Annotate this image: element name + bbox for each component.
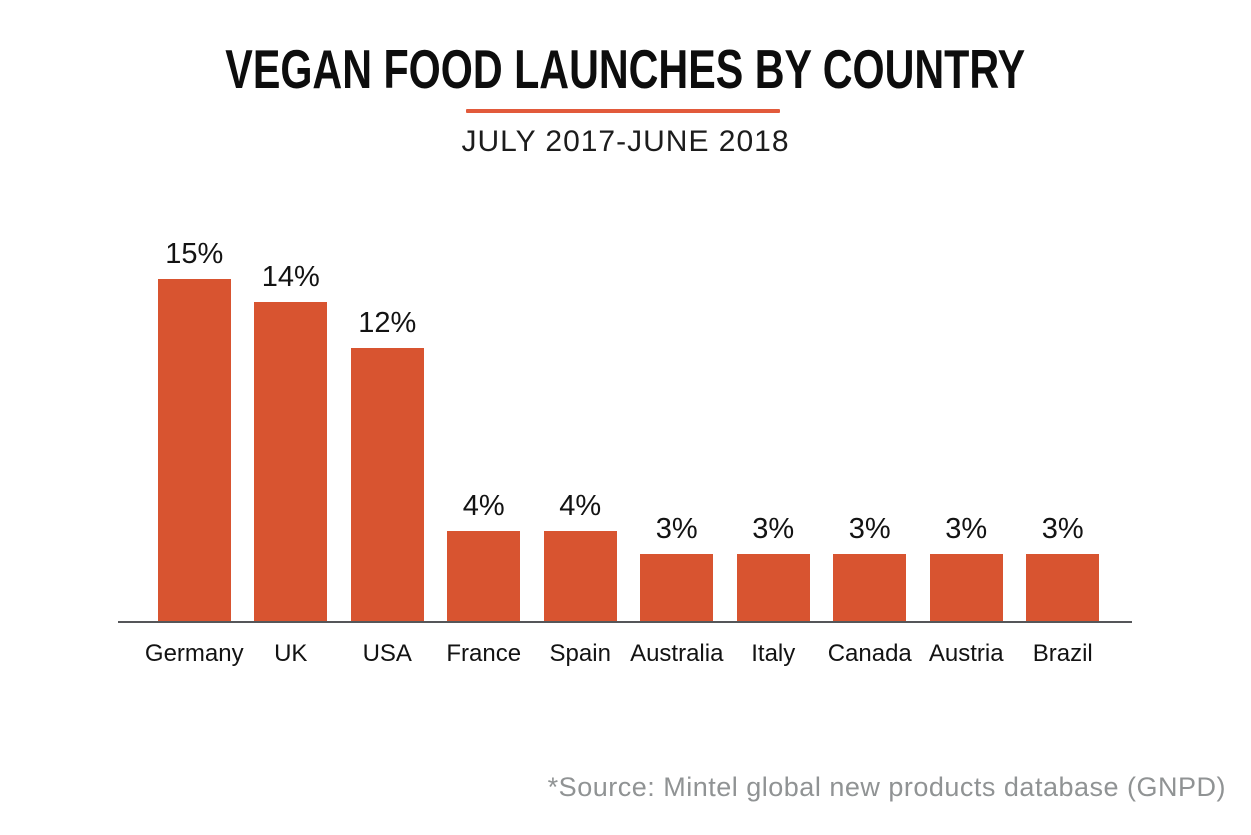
bar-value-label-italy: 3% [752,513,795,545]
bar-value-label-australia: 3% [655,513,698,545]
bar-value-label-germany: 15% [165,238,224,270]
bar-france [447,531,521,623]
bar-canada [833,554,907,623]
bar-italy [736,554,810,623]
x-axis-label-italy: Italy [751,640,796,667]
chart-title: VEGAN FOOD LAUNCHES BY COUNTRY [0,42,1251,97]
x-axis-label-brazil: Brazil [1032,640,1093,667]
x-axis-label-france: France [446,640,522,667]
x-axis-label-cell-australia: Australia [629,640,726,667]
bar-column-uk: 14% [243,263,340,623]
bar-column-australia: 3% [629,515,726,623]
bar-column-spain: 4% [532,492,629,623]
x-axis-label-cell-spain: Spain [532,640,629,667]
bar-column-germany: 15% [146,240,243,623]
bar-austria [929,554,1003,623]
x-axis-label-austria: Austria [928,640,1004,667]
x-axis-label-cell-usa: USA [339,640,436,667]
bar-value-label-canada: 3% [848,513,891,545]
x-axis-label-australia: Australia [630,640,724,667]
bar-brazil [1026,554,1100,623]
title-underline [466,109,780,113]
x-axis-label-spain: Spain [549,640,611,667]
x-axis-label-germany: Germany [144,640,244,667]
bar-value-label-usa: 12% [358,307,417,339]
bar-uk [254,302,328,623]
bar-value-label-uk: 14% [261,261,320,293]
bar-column-france: 4% [436,492,533,623]
x-axis-label-uk: UK [274,640,308,667]
x-axis-label-cell-france: France [436,640,533,667]
bar-spain [543,531,617,623]
bar-column-canada: 3% [822,515,919,623]
x-axis-label-cell-uk: UK [243,640,340,667]
x-axis-line [118,621,1132,623]
bar-column-usa: 12% [339,309,436,623]
bar-column-austria: 3% [918,515,1015,623]
bar-australia [640,554,714,623]
x-axis-label-cell-brazil: Brazil [1015,640,1112,667]
bar-value-label-brazil: 3% [1041,513,1084,545]
bar-germany [157,279,231,623]
bar-value-label-france: 4% [462,490,505,522]
bar-column-italy: 3% [725,515,822,623]
bar-column-brazil: 3% [1015,515,1112,623]
x-axis-label-usa: USA [362,640,412,667]
chart-title-text: VEGAN FOOD LAUNCHES BY COUNTRY [225,38,1026,100]
x-axis-label-cell-italy: Italy [725,640,822,667]
bars-area: 15% 14% 12% 4% 4% 3% 3% 3% 3% 3% [146,240,1111,623]
bar-usa [350,348,424,623]
bar-value-label-spain: 4% [559,490,602,522]
x-axis-label-cell-austria: Austria [918,640,1015,667]
x-axis-labels: Germany UK USA France Spain Australia Italy Can… [144,640,1112,667]
source-note: *Source: Mintel global new products data… [547,772,1226,802]
x-axis-label-canada: Canada [827,640,912,667]
chart-subtitle: JULY 2017-JUNE 2018 [461,125,790,158]
x-axis-label-cell-canada: Canada [822,640,919,667]
bar-value-label-austria: 3% [945,513,988,545]
x-axis-label-cell-germany: Germany [144,640,244,667]
